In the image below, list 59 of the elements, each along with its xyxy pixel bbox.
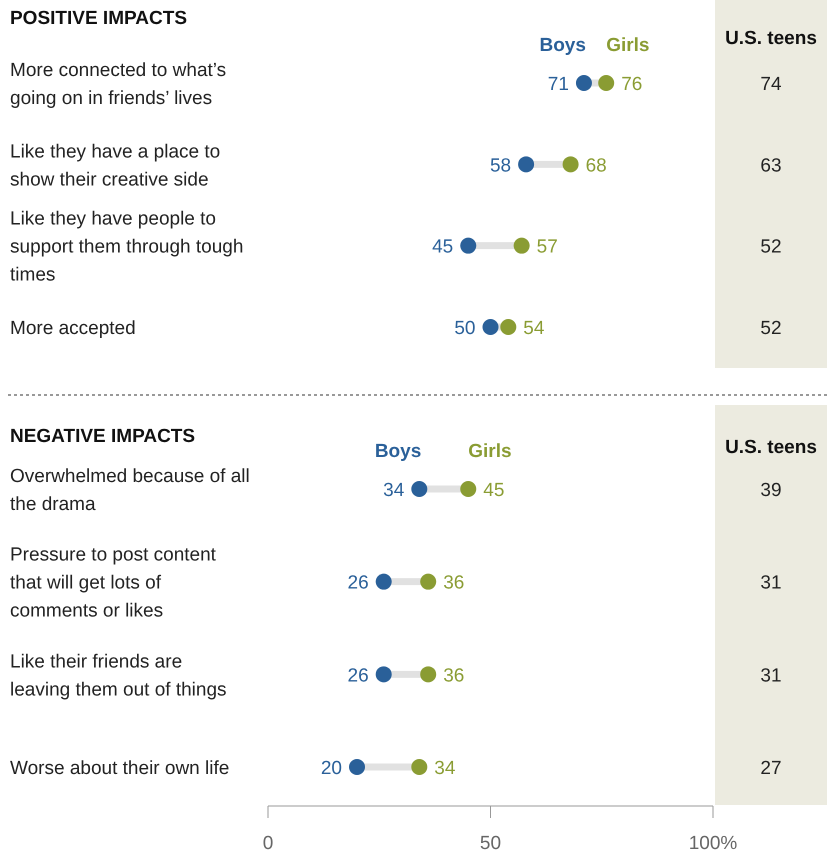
point (460, 238, 476, 254)
series-label: Boys (539, 35, 586, 56)
point (562, 156, 579, 172)
y-tick-label: Worse about their own life (10, 758, 230, 779)
y-tick-label: More connected to what’s going on in friends’ lives (10, 60, 226, 109)
data-label: 58 (490, 155, 512, 176)
series-label: Girls (606, 35, 650, 56)
data-label: 76 (621, 74, 642, 95)
y-tick-label: More accepted (10, 318, 136, 339)
data-label: 36 (443, 572, 464, 594)
point (598, 75, 614, 91)
text: U.S. teens (725, 28, 817, 49)
point (420, 574, 436, 590)
x-tick-label: 50 (480, 833, 502, 852)
data-label: 68 (586, 155, 607, 176)
point (514, 238, 530, 254)
point (482, 319, 498, 335)
y-tick-label: Overwhelmed because of all the drama (10, 466, 250, 515)
series-label: Boys (374, 441, 422, 462)
data-label: 57 (536, 236, 558, 258)
point (518, 156, 534, 172)
x-tick-label: 100% (688, 833, 738, 852)
data-label: 27 (760, 758, 782, 779)
data-label: 54 (523, 318, 545, 339)
data-label: 74 (760, 74, 782, 95)
x-tick-label: 0 (262, 833, 274, 852)
data-label: 63 (760, 155, 782, 176)
data-label: 71 (548, 74, 569, 95)
data-label: 31 (760, 665, 782, 686)
y-tick-label: Like their friends are leaving them out of things (10, 651, 227, 700)
point (460, 481, 476, 497)
point (411, 759, 428, 775)
data-label: 34 (434, 758, 456, 779)
text: NEGATIVE IMPACTS (10, 426, 196, 447)
data-label: 50 (454, 318, 476, 339)
series-label: Girls (468, 441, 512, 462)
data-label: 45 (432, 236, 454, 258)
data-label: 45 (483, 480, 504, 501)
data-label: 26 (348, 572, 369, 594)
data-label: 20 (320, 758, 342, 779)
y-tick-label: Pressure to post content that will get lots of comments or likes (10, 544, 217, 622)
point (576, 75, 592, 91)
point (420, 666, 436, 682)
data-label: 26 (348, 665, 369, 686)
data-label: 36 (443, 665, 464, 686)
text: U.S. teens (725, 437, 817, 458)
point (411, 481, 428, 497)
y-tick-label: Like they have a place to show their creative side (10, 141, 220, 190)
data-label: 52 (760, 236, 782, 258)
point (349, 759, 365, 775)
point (376, 666, 392, 682)
y-tick-label: Like they have people to support them through tough times (10, 208, 244, 286)
data-label: 52 (760, 318, 782, 339)
text: POSITIVE IMPACTS (10, 8, 188, 29)
data-label: 34 (383, 480, 405, 501)
point (500, 319, 516, 335)
data-label: 39 (760, 480, 782, 501)
data-label: 31 (760, 572, 782, 594)
point (376, 574, 392, 590)
